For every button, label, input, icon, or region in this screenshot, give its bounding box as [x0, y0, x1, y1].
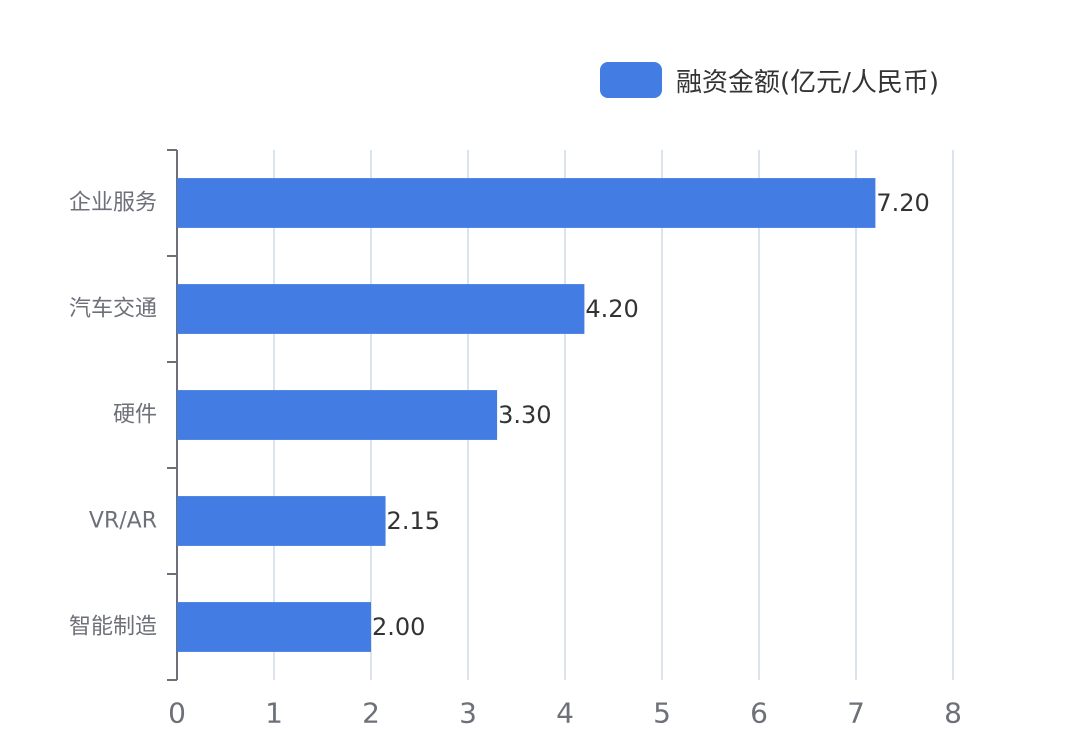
- legend-label: 融资金额(亿元/人民币): [676, 67, 940, 98]
- value-label: 4.20: [585, 295, 638, 323]
- x-tick-label: 3: [459, 697, 477, 730]
- x-tick-label: 2: [362, 697, 380, 730]
- x-tick-label: 6: [750, 697, 768, 730]
- x-tick-label: 8: [944, 697, 962, 730]
- value-label: 2.15: [387, 507, 440, 535]
- category-label: 硬件: [113, 403, 157, 428]
- x-tick-label: 7: [847, 697, 865, 730]
- bar: [177, 178, 876, 228]
- x-tick-label: 5: [653, 697, 671, 730]
- x-tick-label: 1: [265, 697, 283, 730]
- bar: [177, 496, 386, 546]
- category-label: 汽车交通: [69, 297, 157, 322]
- legend-swatch: [600, 62, 662, 98]
- bar: [177, 284, 585, 334]
- category-label: VR/AR: [89, 509, 157, 534]
- bar: [177, 602, 371, 652]
- value-label: 7.20: [876, 189, 929, 217]
- bar: [177, 390, 498, 440]
- x-tick-label: 0: [168, 697, 186, 730]
- category-label: 企业服务: [69, 191, 157, 216]
- legend[interactable]: 融资金额(亿元/人民币): [600, 60, 939, 100]
- x-tick-label: 4: [556, 697, 574, 730]
- value-label: 3.30: [498, 401, 551, 429]
- value-label: 2.00: [372, 613, 425, 641]
- category-label: 智能制造: [69, 615, 157, 640]
